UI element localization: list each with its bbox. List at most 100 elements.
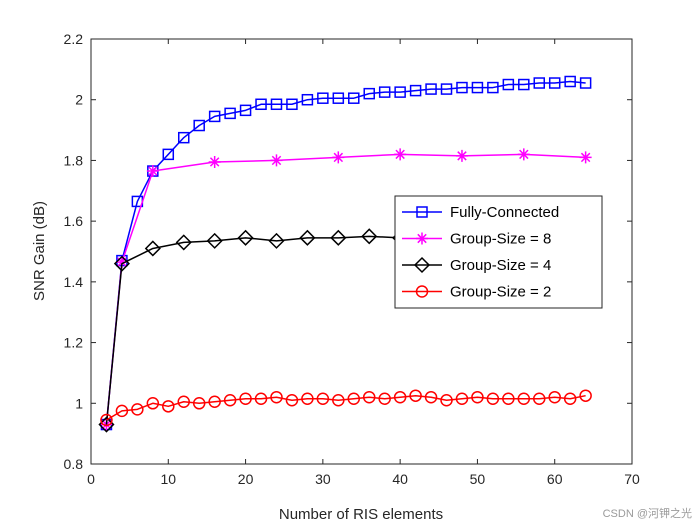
data-point bbox=[330, 229, 347, 246]
data-point bbox=[208, 155, 221, 168]
data-point bbox=[471, 390, 484, 404]
data-point bbox=[486, 392, 500, 405]
data-point bbox=[192, 397, 206, 410]
data-point bbox=[301, 392, 314, 405]
data-point bbox=[115, 404, 129, 418]
legend-item: Fully-Connected bbox=[402, 204, 559, 221]
data-point bbox=[348, 92, 360, 104]
data-point bbox=[378, 86, 391, 98]
y-tick-label: 2.2 bbox=[64, 31, 84, 47]
data-point bbox=[424, 390, 438, 404]
legend-marker bbox=[413, 256, 431, 274]
data-point bbox=[131, 403, 144, 416]
data-point bbox=[347, 392, 361, 405]
legend-marker bbox=[415, 285, 429, 298]
data-point bbox=[361, 228, 378, 245]
data-point bbox=[270, 98, 283, 111]
data-point bbox=[440, 394, 453, 407]
series-line bbox=[105, 153, 586, 425]
axis-ticks: 0 10 20 30 40 50 60 70 0.8 1 1.2 1.4 1.6 1.8 2 2.2 bbox=[64, 31, 640, 487]
data-point bbox=[455, 149, 468, 162]
data-point bbox=[208, 395, 221, 409]
x-tick-label: 10 bbox=[160, 471, 176, 487]
data-point bbox=[579, 151, 592, 164]
legend-item: Group-Size = 4 bbox=[402, 256, 551, 274]
data-point bbox=[175, 234, 192, 251]
data-point bbox=[409, 84, 422, 97]
legend-item: Group-Size = 8 bbox=[402, 231, 551, 248]
data-point bbox=[362, 390, 376, 404]
data-point bbox=[255, 98, 267, 111]
data-point bbox=[239, 392, 252, 405]
x-axis-label: Number of RIS elements bbox=[279, 506, 443, 523]
data-point bbox=[146, 397, 160, 410]
legend-marker bbox=[416, 232, 428, 245]
data-point bbox=[285, 394, 299, 407]
data-point bbox=[193, 119, 205, 132]
data-point bbox=[270, 154, 283, 167]
data-point bbox=[394, 86, 406, 98]
data-point bbox=[144, 240, 161, 257]
data-point bbox=[146, 165, 159, 178]
data-point bbox=[471, 81, 484, 94]
data-point bbox=[224, 107, 236, 120]
data-point bbox=[237, 229, 254, 246]
data-point bbox=[518, 78, 530, 91]
legend-label: Group-Size = 2 bbox=[450, 284, 551, 301]
data-point bbox=[286, 98, 298, 111]
data-point bbox=[517, 148, 530, 161]
data-point bbox=[162, 400, 175, 413]
data-point bbox=[332, 92, 345, 104]
x-tick-label: 70 bbox=[624, 471, 640, 487]
data-point bbox=[502, 392, 515, 405]
data-point bbox=[206, 232, 223, 249]
data-point bbox=[223, 394, 237, 407]
y-tick-label: 1.8 bbox=[64, 152, 84, 168]
series-line bbox=[106, 394, 586, 421]
data-point bbox=[409, 389, 422, 402]
x-tick-label: 0 bbox=[87, 471, 95, 487]
data-point bbox=[393, 390, 407, 404]
data-point bbox=[332, 394, 345, 407]
y-axis-label: SNR Gain (dB) bbox=[31, 201, 48, 301]
data-point bbox=[425, 83, 437, 95]
data-point bbox=[378, 392, 391, 405]
legend-box bbox=[394, 195, 603, 309]
data-point bbox=[162, 148, 175, 161]
data-point bbox=[177, 131, 190, 144]
y-tick-label: 1.6 bbox=[64, 213, 84, 229]
data-point bbox=[579, 77, 592, 89]
series-line bbox=[105, 80, 586, 425]
data-point bbox=[254, 392, 268, 405]
x-tick-label: 60 bbox=[547, 471, 563, 487]
data-point bbox=[239, 104, 252, 117]
data-point bbox=[115, 256, 128, 269]
x-tick-label: 30 bbox=[315, 471, 331, 487]
x-tick-label: 20 bbox=[238, 471, 254, 487]
data-point bbox=[332, 151, 345, 164]
data-point bbox=[455, 392, 469, 405]
x-tick-label: 50 bbox=[470, 471, 486, 487]
data-point bbox=[208, 110, 221, 123]
series-layer bbox=[98, 75, 594, 433]
legend-item: Group-Size = 2 bbox=[402, 284, 551, 301]
legend-label: Group-Size = 4 bbox=[450, 257, 551, 274]
data-point bbox=[563, 392, 577, 405]
data-point bbox=[456, 81, 468, 94]
y-tick-label: 2 bbox=[75, 92, 83, 108]
data-point bbox=[177, 395, 190, 409]
y-tick-label: 0.8 bbox=[64, 456, 84, 472]
data-point bbox=[502, 78, 515, 91]
data-point bbox=[564, 75, 576, 88]
data-point bbox=[548, 390, 561, 404]
data-point bbox=[394, 148, 407, 161]
data-point bbox=[579, 389, 592, 402]
data-point bbox=[363, 87, 375, 100]
y-tick-label: 1.2 bbox=[64, 335, 84, 351]
legend: Fully-Connected Group-Size = 8 Group-Size … bbox=[394, 195, 603, 309]
watermark: CSDN @河钾之光 bbox=[602, 508, 692, 520]
data-point bbox=[301, 93, 314, 106]
data-point bbox=[270, 390, 283, 404]
data-point bbox=[440, 83, 453, 95]
